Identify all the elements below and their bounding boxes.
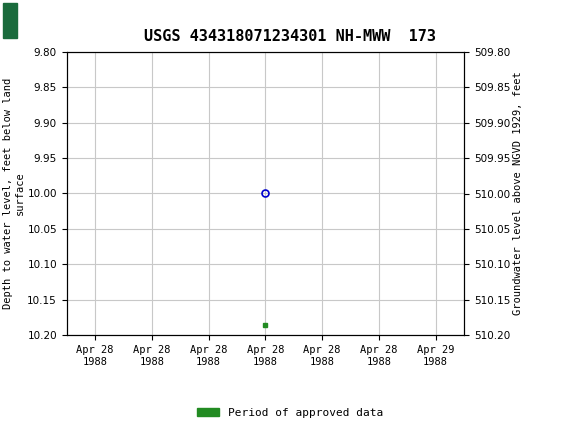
Text: USGS 434318071234301 NH-MWW  173: USGS 434318071234301 NH-MWW 173 [144,29,436,44]
Bar [3,3,17,37]
Legend: Period of approved data: Period of approved data [193,403,387,422]
Y-axis label: Depth to water level, feet below land
surface: Depth to water level, feet below land su… [3,78,24,309]
Y-axis label: Groundwater level above NGVD 1929, feet: Groundwater level above NGVD 1929, feet [513,72,523,315]
Bar [6,2,93,39]
Text: USGS: USGS [3,12,58,29]
